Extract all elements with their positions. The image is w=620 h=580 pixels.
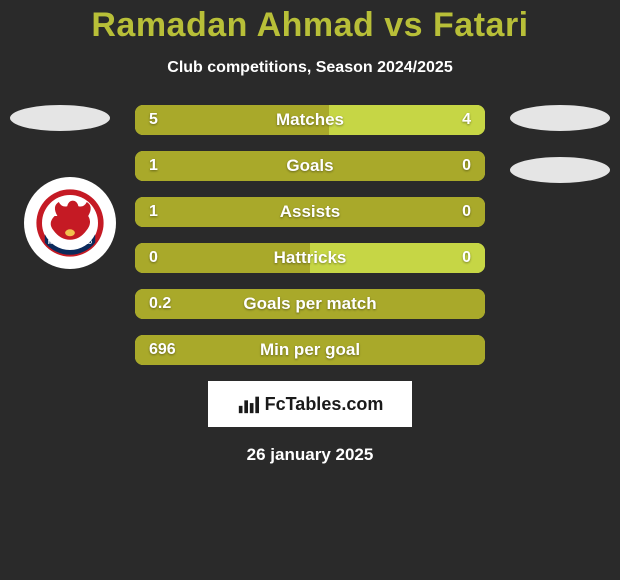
- stat-label: Hattricks: [135, 248, 485, 268]
- player2-badge-placeholder-1: [510, 105, 610, 131]
- stat-label: Min per goal: [135, 340, 485, 360]
- page-subtitle: Club competitions, Season 2024/2025: [0, 59, 620, 77]
- stat-row: 0.2Goals per match: [135, 289, 485, 319]
- player2-badge-placeholder-2: [510, 157, 610, 183]
- content-area: MADURA UNITED 5Matches41Goals01Assists00…: [0, 105, 620, 365]
- stat-row: 5Matches4: [135, 105, 485, 135]
- source-badge[interactable]: FcTables.com: [208, 381, 412, 427]
- club-badge-text: MADURA UNITED: [48, 240, 92, 246]
- stat-row: 0Hattricks0: [135, 243, 485, 273]
- stat-row: 696Min per goal: [135, 335, 485, 365]
- stat-label: Assists: [135, 202, 485, 222]
- player1-badge-placeholder: [10, 105, 110, 131]
- club-badge: MADURA UNITED: [24, 177, 116, 269]
- source-text: FcTables.com: [265, 394, 384, 415]
- stat-value-right: 0: [462, 157, 471, 175]
- stat-value-right: 4: [462, 111, 471, 129]
- stat-value-right: 0: [462, 249, 471, 267]
- bar-chart-icon: [237, 393, 259, 415]
- comparison-card: Ramadan Ahmad vs Fatari Club competition…: [0, 0, 620, 580]
- stat-label: Goals: [135, 156, 485, 176]
- date-text: 26 january 2025: [0, 445, 620, 465]
- page-title: Ramadan Ahmad vs Fatari: [0, 0, 620, 45]
- stat-row: 1Goals0: [135, 151, 485, 181]
- stat-label: Matches: [135, 110, 485, 130]
- stat-row: 1Assists0: [135, 197, 485, 227]
- stat-value-right: 0: [462, 203, 471, 221]
- club-crest-icon: MADURA UNITED: [35, 188, 105, 258]
- stats-list: 5Matches41Goals01Assists00Hattricks00.2G…: [135, 105, 485, 365]
- stat-label: Goals per match: [135, 294, 485, 314]
